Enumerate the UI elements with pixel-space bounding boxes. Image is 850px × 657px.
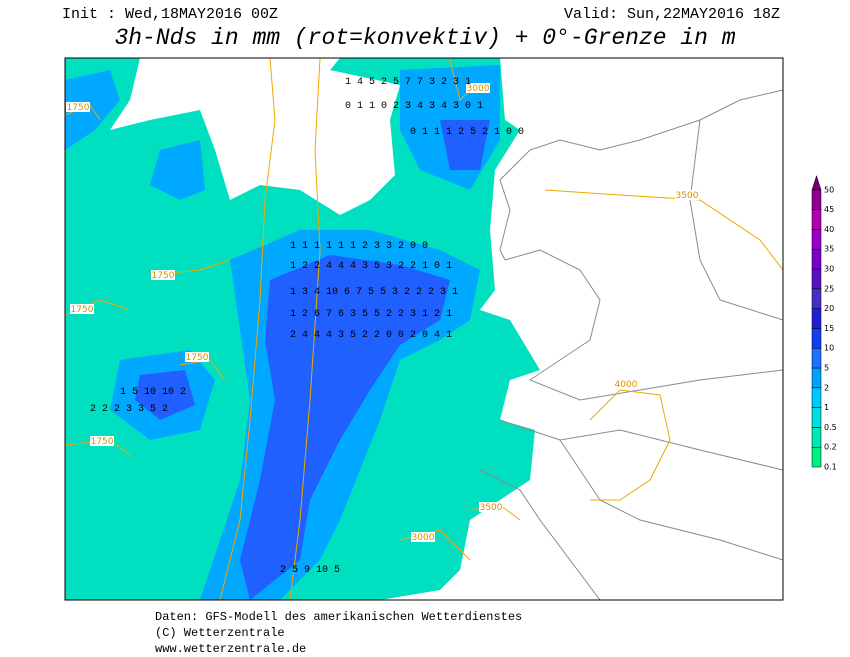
contour-label-bg <box>70 304 94 314</box>
legend-swatch <box>811 248 822 270</box>
precip-value-row: 1 2 6 7 6 3 5 5 2 2 3 1 2 1 <box>290 309 452 320</box>
precip-value-row: 2 4 4 4 3 5 2 2 0 0 2 0 4 1 <box>290 330 452 341</box>
legend-label: 20 <box>824 304 834 313</box>
country-borders <box>479 89 783 600</box>
legend-swatch <box>811 229 822 250</box>
precip-value-row: 1 2 2 4 4 4 3 5 3 2 2 1 0 1 <box>290 261 452 272</box>
contour-label-bg <box>675 190 699 200</box>
legend-label: 45 <box>824 205 834 214</box>
legend-label: 2 <box>824 383 829 392</box>
legend-label: 25 <box>824 284 834 293</box>
contour-labels: 3500 4000 3000 1750 1750 1750 1750 1750 3500 3000 <box>66 83 699 543</box>
legend-swatch <box>811 268 822 290</box>
legend-label: 10 <box>824 344 834 353</box>
precip-value-row: 2 5 9 10 5 <box>280 565 340 576</box>
legend-swatch <box>811 288 822 309</box>
contour-label-bg <box>614 379 638 389</box>
legend-swatch <box>811 387 822 408</box>
legend-arrow <box>811 174 822 191</box>
contour-label-bg <box>90 436 114 446</box>
contour-label: 1750 <box>186 353 209 363</box>
valid-time: Valid: Sun,22MAY2016 18Z <box>564 6 780 23</box>
contour-label: 1750 <box>71 305 94 315</box>
map-frame <box>64 57 784 601</box>
precip-value-row: 0 1 1 0 2 3 4 3 4 3 0 1 <box>345 101 483 112</box>
contour-label-bg <box>411 532 435 542</box>
contour-label: 1750 <box>67 103 90 113</box>
precip-value-row: 0 1 1 1 2 5 2 1 0 0 <box>410 127 524 138</box>
precip-value-row: 1 5 10 10 2 <box>120 387 186 398</box>
legend-label: 0.1 <box>824 463 837 472</box>
legend-swatch <box>811 427 822 448</box>
contour-label-bg <box>466 83 490 93</box>
legend-label: 35 <box>824 245 834 254</box>
contour-label-bg <box>151 270 175 280</box>
legend-label: 15 <box>824 324 834 333</box>
contour-label: 3500 <box>480 503 503 513</box>
legend-label: 0.5 <box>824 423 837 432</box>
contour-label: 1750 <box>91 437 114 447</box>
precip-value-row: 1 4 5 2 5 7 7 3 2 3 1 <box>345 77 471 88</box>
precip-value-row: 2 2 2 3 3 5 2 <box>90 404 168 415</box>
legend-label: 30 <box>824 265 834 274</box>
footer-copyright: (C) Wetterzentrale <box>155 626 285 640</box>
contour-label-bg <box>479 502 503 512</box>
contour-label-bg <box>185 352 209 362</box>
legend-swatch <box>811 446 822 468</box>
legend-label: 5 <box>824 364 829 373</box>
precip-value-row: 1 1 1 1 1 1 2 3 3 2 0 0 <box>290 241 428 252</box>
legend-swatch <box>811 407 822 428</box>
contour-label: 1750 <box>152 271 175 281</box>
legend-swatch <box>811 308 822 329</box>
legend-swatch <box>811 209 822 230</box>
legend-label: 40 <box>824 225 834 234</box>
legend-label: 1 <box>824 403 829 412</box>
contour-label: 3000 <box>412 533 435 543</box>
map-area: 3500 4000 3000 1750 1750 1750 1750 1750 3500 3000… <box>65 58 783 600</box>
legend-swatch <box>811 328 822 349</box>
init-time: Init : Wed,18MAY2016 00Z <box>62 6 278 23</box>
contour-label: 4000 <box>615 380 638 390</box>
legend-swatch <box>811 367 822 389</box>
legend-swatch <box>811 189 822 210</box>
footer-url: www.wetterzentrale.de <box>155 642 306 656</box>
precip-value-row: 1 3 4 10 6 7 5 5 3 2 2 2 3 1 <box>290 287 458 298</box>
legend-label: 50 <box>824 185 834 194</box>
footer-source: Daten: GFS-Modell des amerikanischen Wet… <box>155 610 522 624</box>
precip-values: 1 4 5 2 5 7 7 3 2 3 1 0 1 1 0 2 3 4 3 4 3… <box>90 77 524 576</box>
contour-label: 3000 <box>467 84 490 94</box>
legend-label: 0.2 <box>824 443 837 452</box>
map-title: 3h-Nds in mm (rot=konvektiv) + 0°-Grenze… <box>114 25 735 51</box>
contour-label: 3500 <box>676 191 699 201</box>
legend-swatch <box>811 347 822 369</box>
contour-label-bg <box>66 102 90 112</box>
